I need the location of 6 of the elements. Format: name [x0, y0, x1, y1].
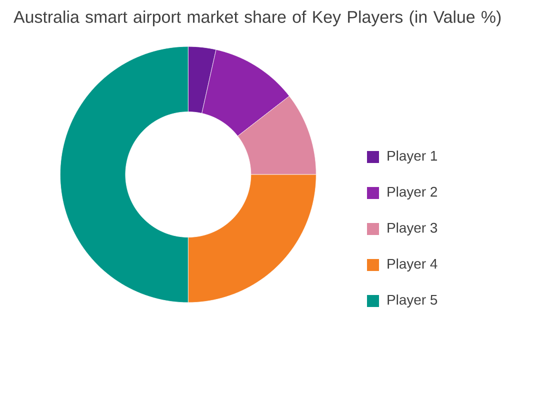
legend-label: Player 1	[388, 150, 437, 164]
legend-label: Player 2	[388, 186, 437, 200]
chart-title: Australia smart airport market share of Key Players (in Value %)	[14, 10, 501, 26]
legend-label: Player 4	[388, 258, 438, 272]
legend-label: Player 3	[388, 222, 438, 236]
legend-label: Player 5	[388, 294, 438, 308]
